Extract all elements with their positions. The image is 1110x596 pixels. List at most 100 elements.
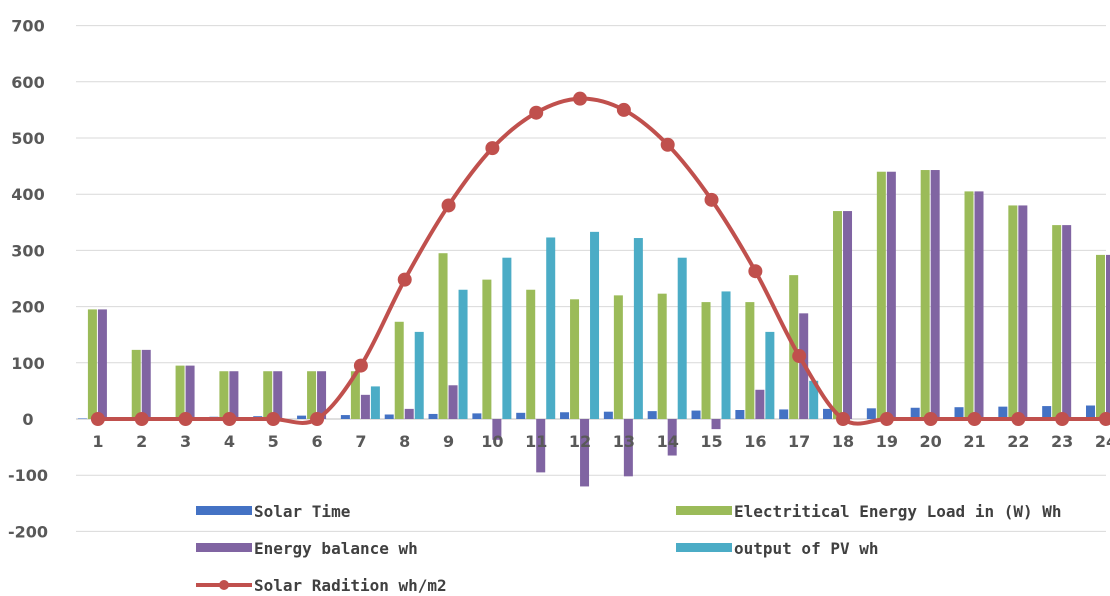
x-tick-label: 11: [525, 432, 547, 451]
y-tick-label: 500: [11, 129, 44, 148]
line-marker: [90, 412, 105, 426]
legend-item: Electritical Energy Load in (W) Wh: [676, 502, 1062, 521]
bar: [317, 371, 327, 419]
x-tick-label: 6: [311, 432, 322, 451]
legend-swatch: [196, 543, 252, 552]
line-marker: [1011, 412, 1026, 426]
bar: [482, 279, 492, 419]
bar: [175, 365, 185, 419]
x-tick-label: 22: [1007, 432, 1029, 451]
bar: [87, 309, 97, 419]
bar: [438, 253, 448, 419]
bar: [273, 371, 283, 419]
bar: [340, 415, 350, 419]
x-tick-label: 17: [788, 432, 810, 451]
line-marker: [967, 412, 982, 426]
line-marker: [397, 272, 412, 287]
x-tick-label: 4: [224, 432, 235, 451]
bar-series-1: [87, 170, 1105, 419]
line-marker: [441, 198, 456, 213]
x-tick-label: 8: [399, 432, 410, 451]
x-tick-label: 21: [963, 432, 985, 451]
x-tick-label: 9: [443, 432, 454, 451]
bar: [360, 394, 370, 419]
bar: [833, 211, 843, 419]
x-tick-label: 20: [920, 432, 942, 451]
bar: [954, 407, 964, 419]
bar: [964, 191, 974, 419]
bar: [721, 291, 731, 419]
y-tick-label: 0: [22, 410, 33, 429]
y-tick-label: -200: [8, 522, 48, 541]
bar: [297, 415, 307, 419]
legend-swatch: [676, 506, 732, 515]
x-tick-label: 7: [355, 432, 366, 451]
bar: [735, 410, 745, 419]
bar: [97, 309, 107, 419]
bar: [428, 413, 438, 419]
bar: [701, 302, 711, 419]
bar: [536, 419, 546, 473]
x-tick-label: 19: [876, 432, 898, 451]
legend-label: Solar Time: [254, 502, 350, 521]
x-axis-ticks: 123456789101112131415161718192021222324: [92, 432, 1110, 451]
bar: [1018, 205, 1028, 419]
x-tick-label: 24: [1095, 432, 1110, 451]
x-tick-label: 2: [136, 432, 147, 451]
line-marker: [222, 412, 237, 426]
line-marker: [748, 264, 763, 279]
bar: [866, 408, 876, 419]
x-tick-label: 3: [180, 432, 191, 451]
bar: [1052, 225, 1062, 419]
bar: [876, 171, 886, 419]
legend-swatch: [196, 506, 252, 515]
y-tick-label: 300: [11, 241, 44, 260]
bar: [229, 371, 239, 419]
bar: [384, 414, 394, 419]
bar: [920, 170, 930, 419]
bar: [1008, 205, 1018, 419]
bar-series: [77, 170, 1110, 487]
line-marker: [178, 412, 193, 426]
y-tick-label: 400: [11, 185, 44, 204]
y-tick-label: 600: [11, 73, 44, 92]
bar: [1086, 405, 1095, 419]
legend-item: Energy balance wh: [196, 539, 418, 558]
bar: [492, 419, 502, 440]
bar: [560, 412, 570, 419]
line-marker: [879, 412, 894, 426]
line-marker: [704, 192, 719, 207]
bar: [263, 371, 273, 419]
bar: [691, 410, 701, 419]
bar: [414, 331, 424, 419]
line-marker: [660, 137, 675, 152]
bar-series-2: [97, 170, 1110, 487]
line-marker: [529, 105, 544, 120]
line-series: [90, 91, 1110, 426]
legend-item: Solar Radition wh/m2: [196, 576, 447, 595]
y-axis-ticks: 700 600 500 400 300 200 100 0 -100 -200: [8, 17, 48, 542]
legend-label: Solar Radition wh/m2: [254, 576, 447, 595]
bar: [603, 411, 613, 419]
bar: [886, 171, 896, 419]
bar: [1106, 254, 1110, 419]
line-marker: [485, 141, 500, 156]
y-tick-label: 700: [11, 17, 44, 36]
bar: [623, 419, 633, 477]
bar: [667, 419, 677, 456]
bar: [350, 371, 360, 419]
bar: [910, 407, 920, 419]
bar: [755, 389, 765, 419]
bar: [307, 371, 317, 419]
line-marker: [923, 412, 938, 426]
bar: [765, 331, 775, 419]
line-marker: [573, 91, 588, 106]
bar: [745, 302, 755, 419]
legend-label: output of PV wh: [734, 539, 879, 558]
y-tick-label: 200: [11, 298, 44, 317]
bar: [219, 371, 229, 419]
line-marker: [353, 358, 368, 373]
bar: [1042, 406, 1052, 419]
legend: Solar Time Electritical Energy Load in (W…: [196, 502, 1062, 595]
